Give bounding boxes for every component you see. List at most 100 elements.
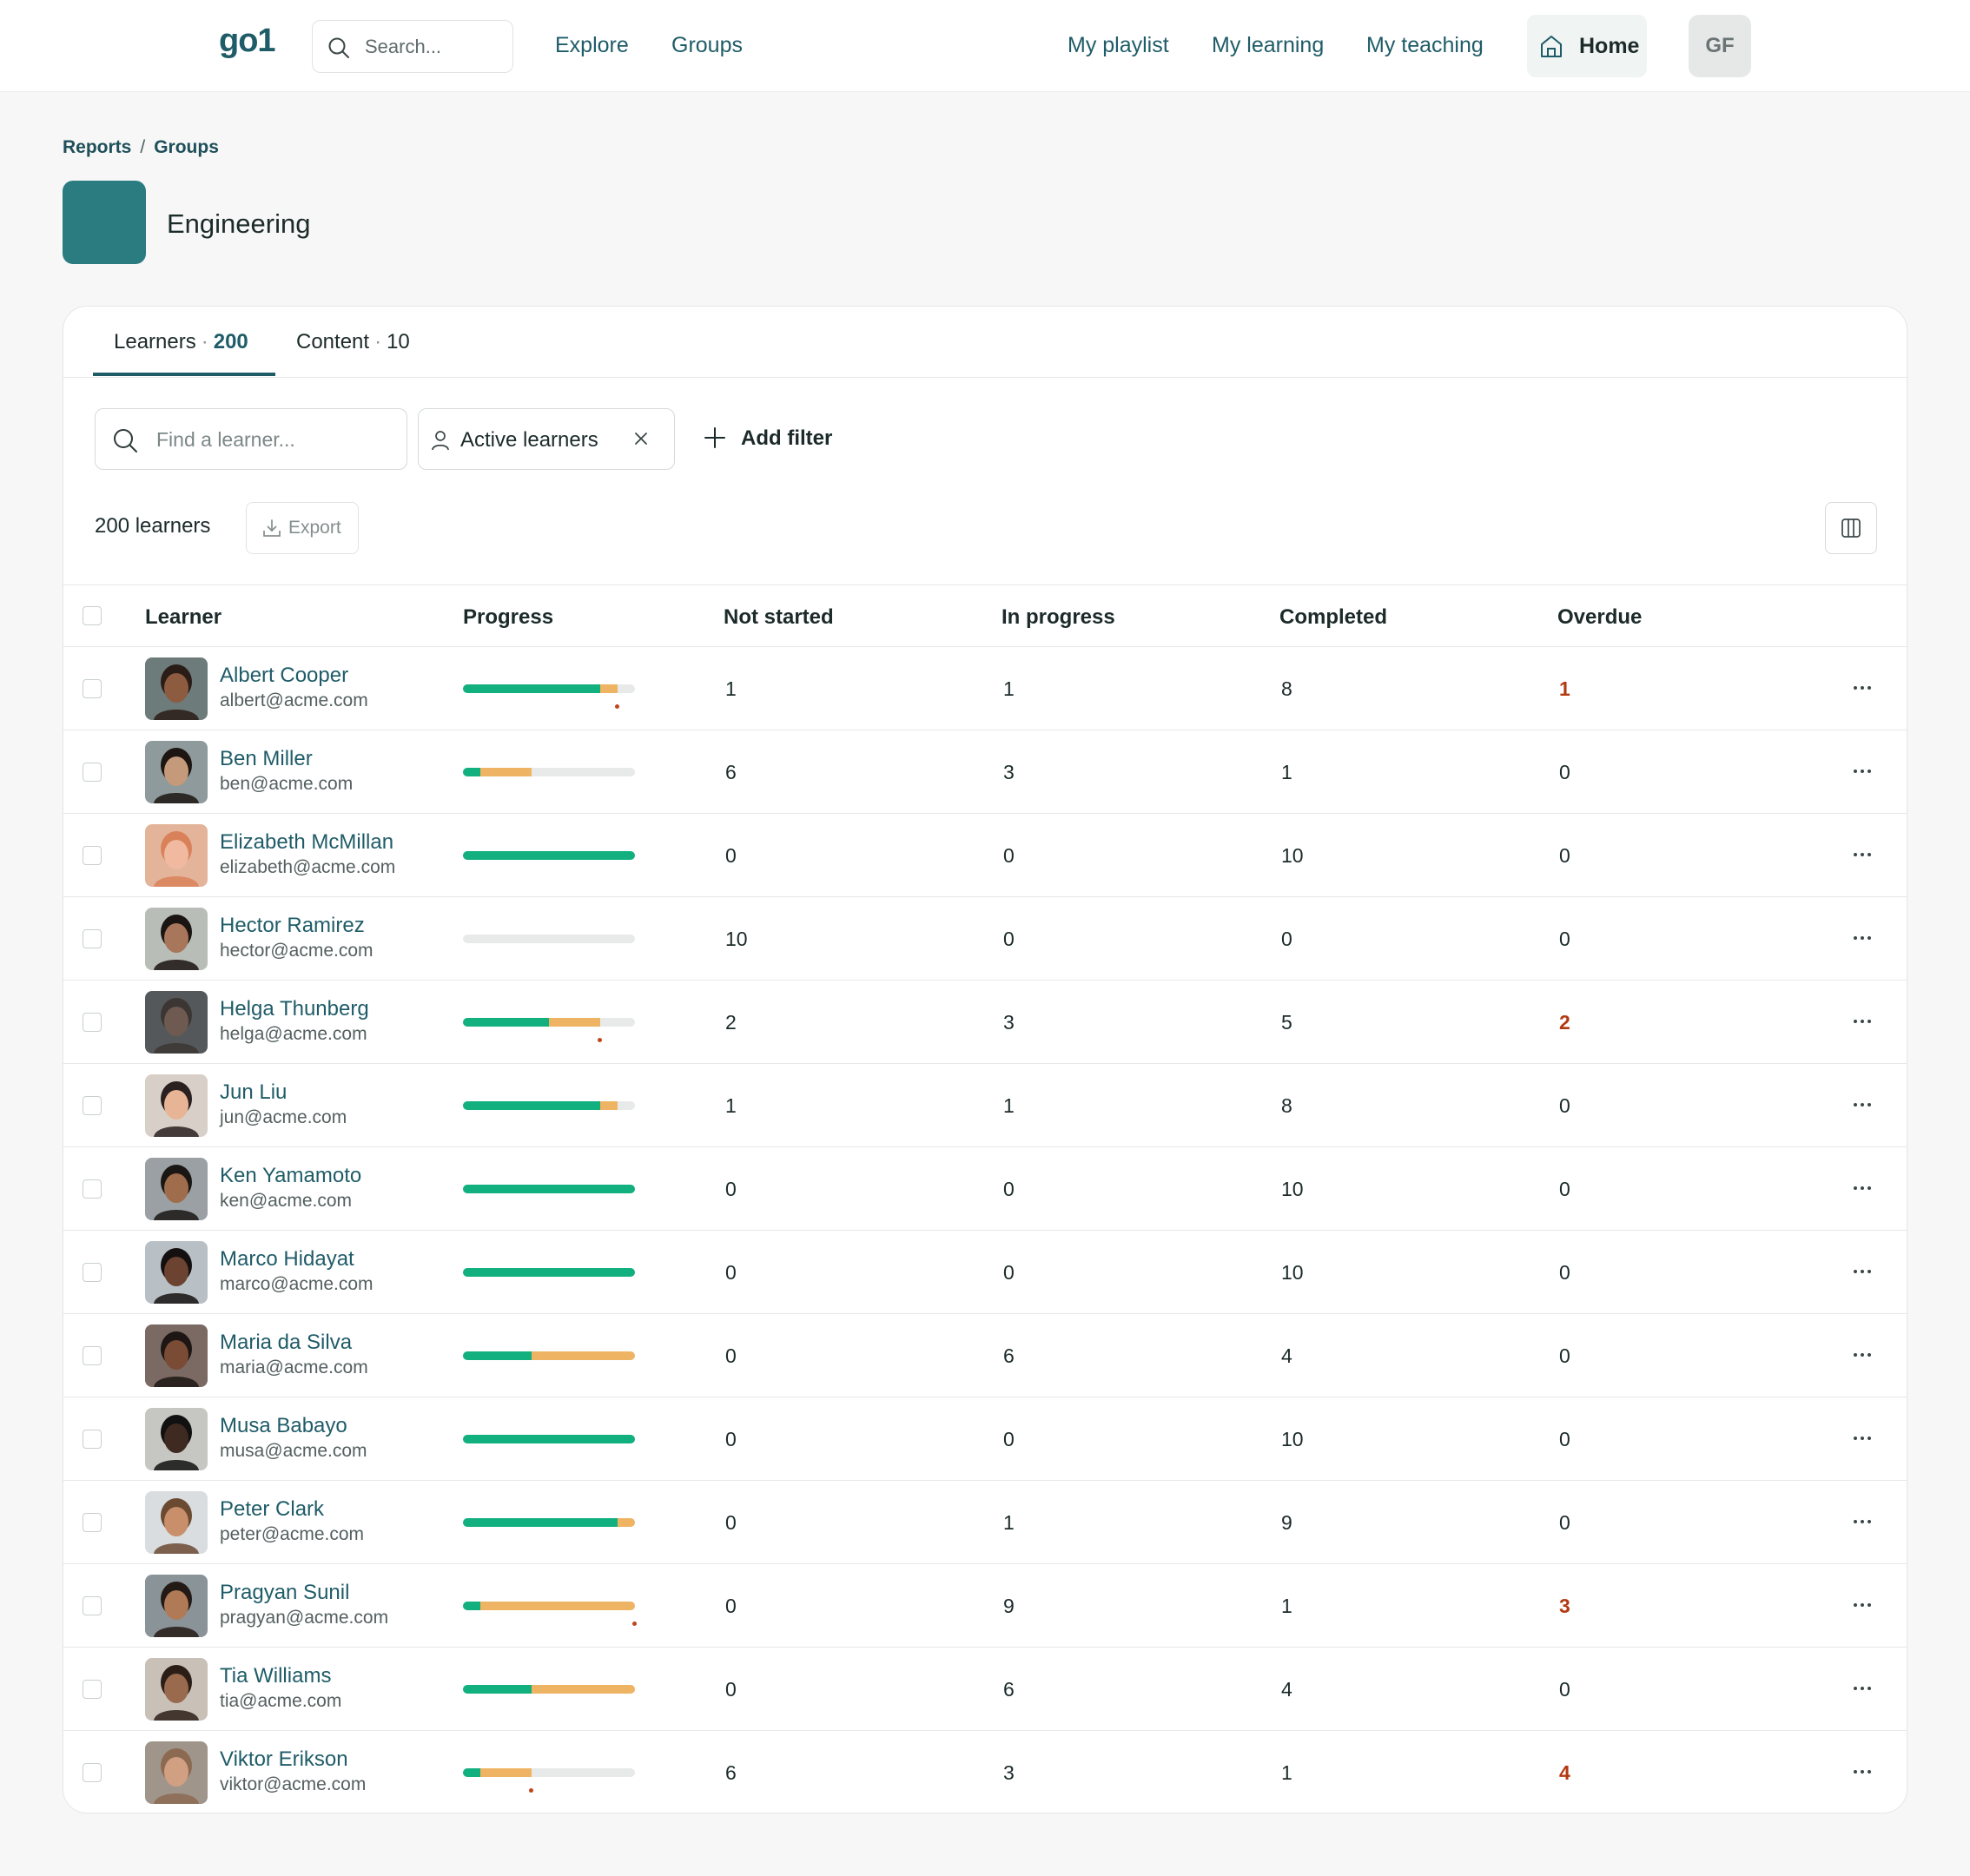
- user-avatar-button[interactable]: GF: [1689, 15, 1751, 77]
- global-search-input[interactable]: [365, 30, 504, 64]
- tab-content[interactable]: Content · 10: [296, 330, 410, 353]
- row-checkbox[interactable]: [83, 846, 102, 865]
- find-learner-input[interactable]: [156, 422, 391, 457]
- column-completed[interactable]: Completed: [1279, 605, 1388, 629]
- learner-name[interactable]: Viktor Erikson: [220, 1747, 348, 1771]
- table-row[interactable]: Peter Clark peter@acme.com 0 1 9 0: [63, 1481, 1907, 1564]
- more-options-icon[interactable]: [1851, 843, 1874, 866]
- completed-count: 4: [1281, 1678, 1292, 1701]
- row-checkbox[interactable]: [83, 1013, 102, 1032]
- column-settings-button[interactable]: [1825, 502, 1877, 554]
- go1-logo[interactable]: go1: [219, 23, 276, 59]
- progress-in-progress-segment: [549, 1018, 601, 1027]
- learner-name[interactable]: Pragyan Sunil: [220, 1581, 350, 1604]
- learner-name[interactable]: Tia Williams: [220, 1664, 332, 1688]
- learner-name[interactable]: Albert Cooper: [220, 664, 349, 687]
- progress-completed-segment: [463, 1768, 480, 1777]
- table-row[interactable]: Jun Liu jun@acme.com 1 1 8 0: [63, 1064, 1907, 1147]
- more-options-icon[interactable]: [1851, 677, 1874, 699]
- more-options-icon[interactable]: [1851, 927, 1874, 949]
- learner-photo: [145, 1074, 208, 1137]
- progress-bar: [463, 851, 635, 860]
- tab-learners[interactable]: Learners · 200: [114, 330, 248, 353]
- table-row[interactable]: Musa Babayo musa@acme.com 0 0 10 0: [63, 1397, 1907, 1481]
- nav-groups[interactable]: Groups: [671, 33, 743, 57]
- learner-name[interactable]: Elizabeth McMillan: [220, 830, 394, 854]
- close-icon[interactable]: [631, 428, 651, 449]
- table-row[interactable]: Ken Yamamoto ken@acme.com 0 0 10 0: [63, 1147, 1907, 1231]
- avatar: [145, 824, 208, 887]
- more-options-icon[interactable]: [1851, 1010, 1874, 1033]
- more-options-icon[interactable]: [1851, 1344, 1874, 1366]
- nav-my-playlist[interactable]: My playlist: [1068, 33, 1169, 57]
- overdue-count: 0: [1559, 1261, 1570, 1284]
- learner-name[interactable]: Ken Yamamoto: [220, 1164, 362, 1187]
- table-row[interactable]: Albert Cooper albert@acme.com 1 1 8 1: [63, 647, 1907, 730]
- overdue-marker: [598, 1038, 603, 1042]
- column-progress[interactable]: Progress: [463, 605, 554, 629]
- avatar: [145, 1575, 208, 1637]
- learner-name[interactable]: Helga Thunberg: [220, 997, 369, 1021]
- table-row[interactable]: Maria da Silva maria@acme.com 0 6 4 0: [63, 1314, 1907, 1397]
- row-checkbox[interactable]: [83, 1763, 102, 1782]
- breadcrumb-reports[interactable]: Reports: [63, 137, 132, 157]
- nav-my-teaching[interactable]: My teaching: [1366, 33, 1484, 57]
- breadcrumb-groups[interactable]: Groups: [154, 137, 219, 157]
- active-learners-filter-chip[interactable]: Active learners: [418, 408, 675, 470]
- in-progress-count: 3: [1003, 1011, 1015, 1034]
- more-options-icon[interactable]: [1851, 1427, 1874, 1450]
- row-checkbox[interactable]: [83, 1096, 102, 1115]
- row-checkbox[interactable]: [83, 1346, 102, 1365]
- more-options-icon[interactable]: [1851, 1760, 1874, 1783]
- more-options-icon[interactable]: [1851, 1260, 1874, 1283]
- more-options-icon[interactable]: [1851, 1510, 1874, 1533]
- row-checkbox[interactable]: [83, 1513, 102, 1532]
- nav-my-learning[interactable]: My learning: [1212, 33, 1325, 57]
- nav-home-button[interactable]: Home: [1527, 15, 1647, 77]
- row-checkbox[interactable]: [83, 1680, 102, 1699]
- row-checkbox[interactable]: [83, 1263, 102, 1282]
- learner-name[interactable]: Peter Clark: [220, 1497, 325, 1521]
- learner-name[interactable]: Marco Hidayat: [220, 1247, 354, 1271]
- table-row[interactable]: Pragyan Sunil pragyan@acme.com 0 9 1 3: [63, 1564, 1907, 1648]
- row-checkbox[interactable]: [83, 1179, 102, 1199]
- column-learner[interactable]: Learner: [145, 605, 222, 629]
- learner-name[interactable]: Maria da Silva: [220, 1331, 353, 1354]
- column-overdue[interactable]: Overdue: [1557, 605, 1643, 629]
- table-row[interactable]: Helga Thunberg helga@acme.com 2 3 5 2: [63, 981, 1907, 1064]
- nav-explore[interactable]: Explore: [555, 33, 629, 57]
- column-in-progress[interactable]: In progress: [1002, 605, 1115, 629]
- table-row[interactable]: Marco Hidayat marco@acme.com 0 0 10 0: [63, 1231, 1907, 1314]
- table-row[interactable]: Viktor Erikson viktor@acme.com 6 3 1 4: [63, 1731, 1907, 1813]
- progress-completed-segment: [463, 1268, 635, 1277]
- learner-name[interactable]: Musa Babayo: [220, 1414, 347, 1437]
- learner-name[interactable]: Jun Liu: [220, 1080, 288, 1104]
- more-options-icon[interactable]: [1851, 1677, 1874, 1700]
- row-checkbox[interactable]: [83, 929, 102, 948]
- row-checkbox[interactable]: [83, 1430, 102, 1449]
- more-options-icon[interactable]: [1851, 1177, 1874, 1199]
- more-options-icon[interactable]: [1851, 1594, 1874, 1616]
- global-search[interactable]: [312, 20, 513, 73]
- tab-learners-count: 200: [213, 330, 248, 353]
- export-button[interactable]: Export: [246, 502, 359, 554]
- select-all-checkbox[interactable]: [83, 606, 102, 625]
- learner-name[interactable]: Hector Ramirez: [220, 914, 365, 937]
- more-options-icon[interactable]: [1851, 1093, 1874, 1116]
- row-checkbox[interactable]: [83, 763, 102, 782]
- table-row[interactable]: Hector Ramirez hector@acme.com 10 0 0 0: [63, 897, 1907, 981]
- row-checkbox[interactable]: [83, 679, 102, 698]
- table-row[interactable]: Tia Williams tia@acme.com 0 6 4 0: [63, 1648, 1907, 1731]
- overdue-count: 0: [1559, 1511, 1570, 1534]
- not-started-count: 6: [725, 761, 737, 783]
- learner-email: ben@acme.com: [220, 774, 354, 794]
- row-checkbox[interactable]: [83, 1596, 102, 1615]
- column-not-started[interactable]: Not started: [724, 605, 834, 629]
- table-row[interactable]: Ben Miller ben@acme.com 6 3 1 0: [63, 730, 1907, 814]
- learner-name[interactable]: Ben Miller: [220, 747, 313, 770]
- find-learner-field[interactable]: [95, 408, 407, 470]
- not-started-count: 10: [725, 928, 748, 950]
- more-options-icon[interactable]: [1851, 760, 1874, 783]
- table-row[interactable]: Elizabeth McMillan elizabeth@acme.com 0 …: [63, 814, 1907, 897]
- in-progress-count: 3: [1003, 761, 1015, 783]
